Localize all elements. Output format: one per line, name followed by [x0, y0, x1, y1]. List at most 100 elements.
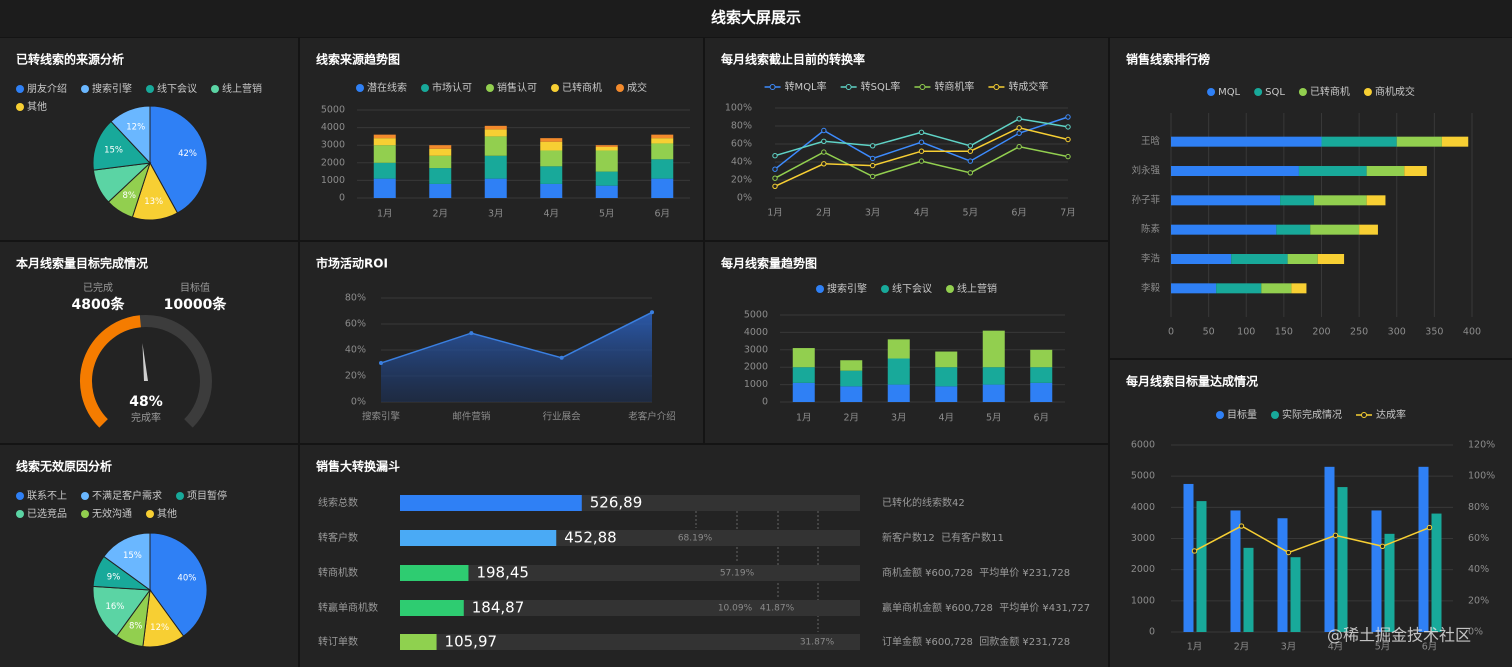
bar-segment [1298, 166, 1367, 176]
legend-symbol [769, 84, 776, 90]
line-point [821, 149, 827, 155]
legend-label: 已选竞品 [27, 507, 67, 520]
bar-segment [1280, 195, 1314, 206]
y-tick-label: 20% [731, 175, 752, 186]
x-tick-label: 7月 [1060, 208, 1076, 219]
y-category-label: 刘永强 [1131, 165, 1160, 177]
legend-label: 其他 [27, 100, 47, 113]
y-tick-label: 5000 [744, 310, 768, 321]
funnel-note: 新客户数12 已有客户数11 [882, 531, 1004, 544]
legend-item: 无效沟通 [81, 507, 132, 520]
funnel-note: 已转化的线索数42 [882, 496, 965, 509]
data-label: 12% [126, 122, 145, 132]
x-tick-label: 搜索引擎 [362, 411, 401, 423]
legend: MQL SQL 已转商机 商机成交 [1207, 85, 1415, 98]
y-tick-label: 0% [1468, 627, 1483, 638]
legend-item: 联系不上 [16, 490, 67, 502]
bar-segment [373, 134, 396, 139]
bar-segment [1321, 136, 1397, 147]
legend-symbol [16, 103, 24, 111]
legend-item: 商机成交 [1363, 85, 1415, 98]
x-tick-label: 3月 [488, 209, 504, 220]
x-tick-label: 1月 [796, 413, 812, 424]
legend-label: 转SQL率 [861, 80, 901, 93]
line-point [967, 143, 974, 149]
legend-item: 已转商机 [551, 81, 602, 94]
legend: 转MQL率 转SQL率 转商机率 转成交率 [764, 80, 1048, 93]
bar-segment [792, 382, 815, 402]
legend-label: 目标量 [1227, 409, 1257, 421]
legend-label: 商机成交 [1375, 85, 1415, 98]
y-category-label: 王晗 [1141, 135, 1161, 147]
x-tick-label: 1月 [1187, 642, 1203, 653]
data-label: 13% [144, 197, 163, 207]
line-point [1065, 124, 1071, 130]
legend-item: 转MQL率 [764, 80, 827, 93]
legend-item: 成交 [616, 81, 647, 94]
x-tick-label: 1月 [767, 208, 783, 219]
gauge-rate-name: 完成率 [131, 411, 161, 424]
x-tick-label: 50 [1203, 327, 1215, 338]
bar-segment [792, 348, 815, 368]
legend-label: 已转商机 [1310, 85, 1350, 98]
bar-segment [429, 155, 452, 169]
bar [1230, 510, 1241, 632]
y-category-label: 孙子菲 [1131, 194, 1160, 206]
line-point [869, 143, 876, 149]
funnel-rate: 68.19% [678, 534, 713, 544]
x-tick-label: 邮件营销 [452, 411, 491, 423]
funnel-bar [400, 565, 469, 581]
legend-label: 搜索引擎 [92, 82, 132, 95]
bar-segment [1366, 195, 1386, 206]
funnel-rate: 31.87% [800, 638, 835, 648]
legend-symbol [16, 510, 24, 518]
pie-slice [149, 532, 208, 637]
bar-segment [540, 150, 563, 167]
legend-label: 潜在线索 [367, 81, 407, 94]
legend-symbol [881, 285, 889, 293]
y-tick-label: 3000 [321, 140, 345, 151]
line-point [1379, 543, 1386, 549]
y-tick-label: 80% [731, 121, 752, 132]
legend-symbol [1216, 411, 1224, 419]
y-tick-label: 0 [762, 397, 768, 408]
legend-label: 朋友介绍 [27, 82, 67, 95]
funnel-rate: 57.19% [720, 569, 755, 579]
legend-item: 其他 [146, 507, 177, 520]
x-tick-label: 300 [1388, 327, 1406, 338]
bar-segment [1216, 283, 1262, 294]
line-point [1065, 153, 1071, 160]
legend-item: 搜索引擎 [81, 82, 132, 95]
data-label: 42% [178, 149, 197, 159]
funnel-value: 184,87 [472, 599, 525, 617]
bar-segment [595, 145, 618, 147]
x-tick-label: 老客户介绍 [628, 411, 676, 423]
x-tick-label: 4月 [938, 413, 954, 424]
line-point [1016, 116, 1022, 122]
legend-label: 达成率 [1376, 408, 1406, 421]
bar-segment [840, 370, 863, 387]
legend-label: 线下会议 [892, 282, 932, 295]
y-tick-label: 100% [1468, 471, 1495, 482]
y-tick-label: 3000 [1131, 533, 1155, 544]
line-point [1426, 524, 1433, 531]
y-tick-label: 0 [339, 193, 345, 204]
legend-item: 朋友介绍 [16, 82, 67, 95]
x-tick-label: 200 [1312, 327, 1330, 338]
bar-segment [651, 134, 674, 139]
legend-item: 线下会议 [881, 282, 932, 295]
x-tick-label: 4月 [914, 208, 930, 219]
bar-segment [840, 360, 863, 371]
bar-segment [484, 125, 507, 130]
y-tick-label: 4000 [321, 122, 345, 133]
x-tick-label: 400 [1463, 327, 1481, 338]
funnel-rate: 10.09% [718, 604, 753, 614]
y-tick-label: 5000 [321, 105, 345, 116]
bar-segment [540, 141, 563, 151]
chart-title: 市场活动ROI [316, 256, 388, 271]
bar [1324, 466, 1335, 632]
y-tick-label: 80% [345, 293, 366, 304]
data-label: 9% [107, 572, 121, 582]
